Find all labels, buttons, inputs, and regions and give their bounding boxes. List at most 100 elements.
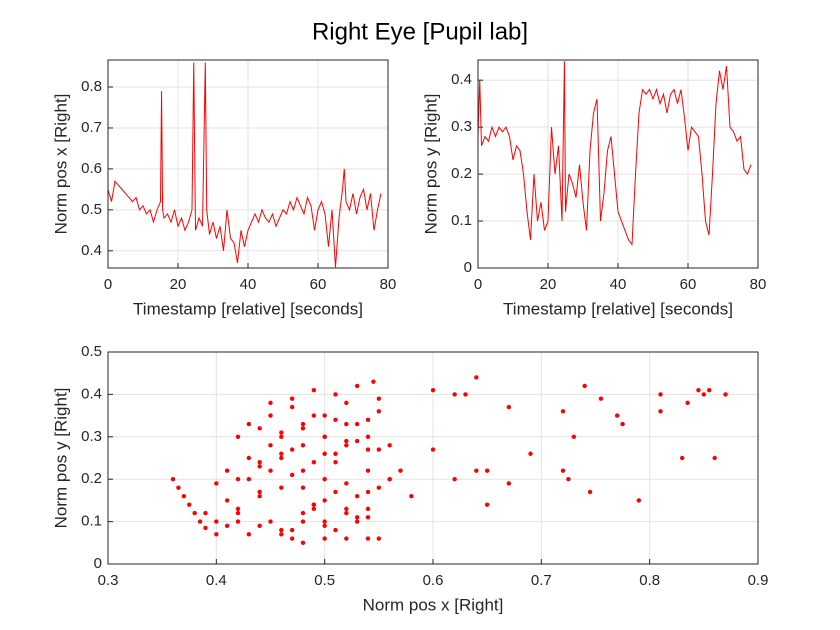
point [322,536,327,541]
point [203,525,208,531]
point [452,392,457,397]
point [365,506,371,512]
point [322,519,327,524]
point [354,493,360,499]
y-tick-label: 0.7 [81,119,102,136]
point [333,392,338,397]
point [300,443,306,448]
point [398,468,403,473]
point [474,375,479,380]
point [528,451,533,456]
x-tick-label: 40 [240,276,257,293]
point [365,468,371,473]
plot-area [108,62,382,268]
y-axis-label: Norm pos y [Right] [51,388,70,529]
point [279,485,284,490]
point [344,510,349,516]
y-tick-label: 0.4 [81,242,102,259]
x-tick-label: 0.4 [206,572,227,589]
point [560,409,566,414]
point [354,421,360,427]
x-axis-label: Timestamp [relative] [seconds] [133,299,363,318]
point [696,387,701,393]
point [268,519,273,524]
point [311,413,317,418]
point [636,498,642,503]
axes-box [107,351,759,565]
point [658,392,663,397]
point [246,455,252,461]
x-tick-label: 0.9 [748,572,769,589]
point [187,502,192,507]
point [268,468,273,473]
point [620,421,625,427]
y-axis-label: Norm pos x [Right] [51,94,70,235]
point [311,460,317,465]
point [214,532,219,537]
point [289,527,295,533]
point [376,447,382,452]
point [300,421,306,427]
y-tick-label: 0.3 [451,118,472,135]
x-tick-label: 0 [104,276,112,293]
point [614,413,620,418]
point [300,510,306,516]
y-tick-label: 0.6 [81,160,102,177]
point [387,477,392,482]
point [354,519,360,524]
point [268,443,273,448]
plot-area [478,61,752,246]
point [376,409,382,414]
point [257,464,262,469]
point [430,447,436,452]
point [484,468,490,473]
point [289,536,295,541]
line [108,62,382,268]
point [268,400,273,406]
point [333,527,338,533]
point [566,477,571,482]
point [279,451,284,456]
point [365,417,371,423]
point [300,426,306,431]
y-tick-label: 0.2 [451,165,472,182]
point [257,489,262,495]
point [235,510,241,516]
point [430,387,436,393]
point [322,498,327,503]
x-tick-label: 40 [610,276,627,293]
point [279,430,284,435]
point [279,532,284,537]
point [257,460,262,465]
x-tick-label: 20 [540,276,557,293]
point [506,404,512,410]
axes-box [107,59,389,269]
y-tick-label: 0 [94,555,102,572]
x-tick-label: 0.3 [98,572,119,589]
point [571,434,577,439]
x-axis-label: Timestamp [relative] [seconds] [503,299,733,318]
point [214,481,219,486]
point [582,383,587,389]
point [387,443,392,448]
point [322,523,327,529]
point [344,400,349,406]
point [246,532,252,537]
y-axis-label: Norm pos y [Right] [421,94,440,235]
y-tick-label: 0.1 [81,513,102,530]
point [452,477,457,482]
y-tick-label: 0.3 [81,428,102,445]
point [598,396,604,401]
x-tick-label: 60 [310,276,327,293]
point [289,447,295,452]
point [344,536,349,541]
point [257,493,262,499]
point [354,515,360,520]
point [311,387,317,393]
x-tick-label: 0.5 [314,572,335,589]
point [235,477,241,482]
point [658,409,663,414]
point [333,460,338,465]
